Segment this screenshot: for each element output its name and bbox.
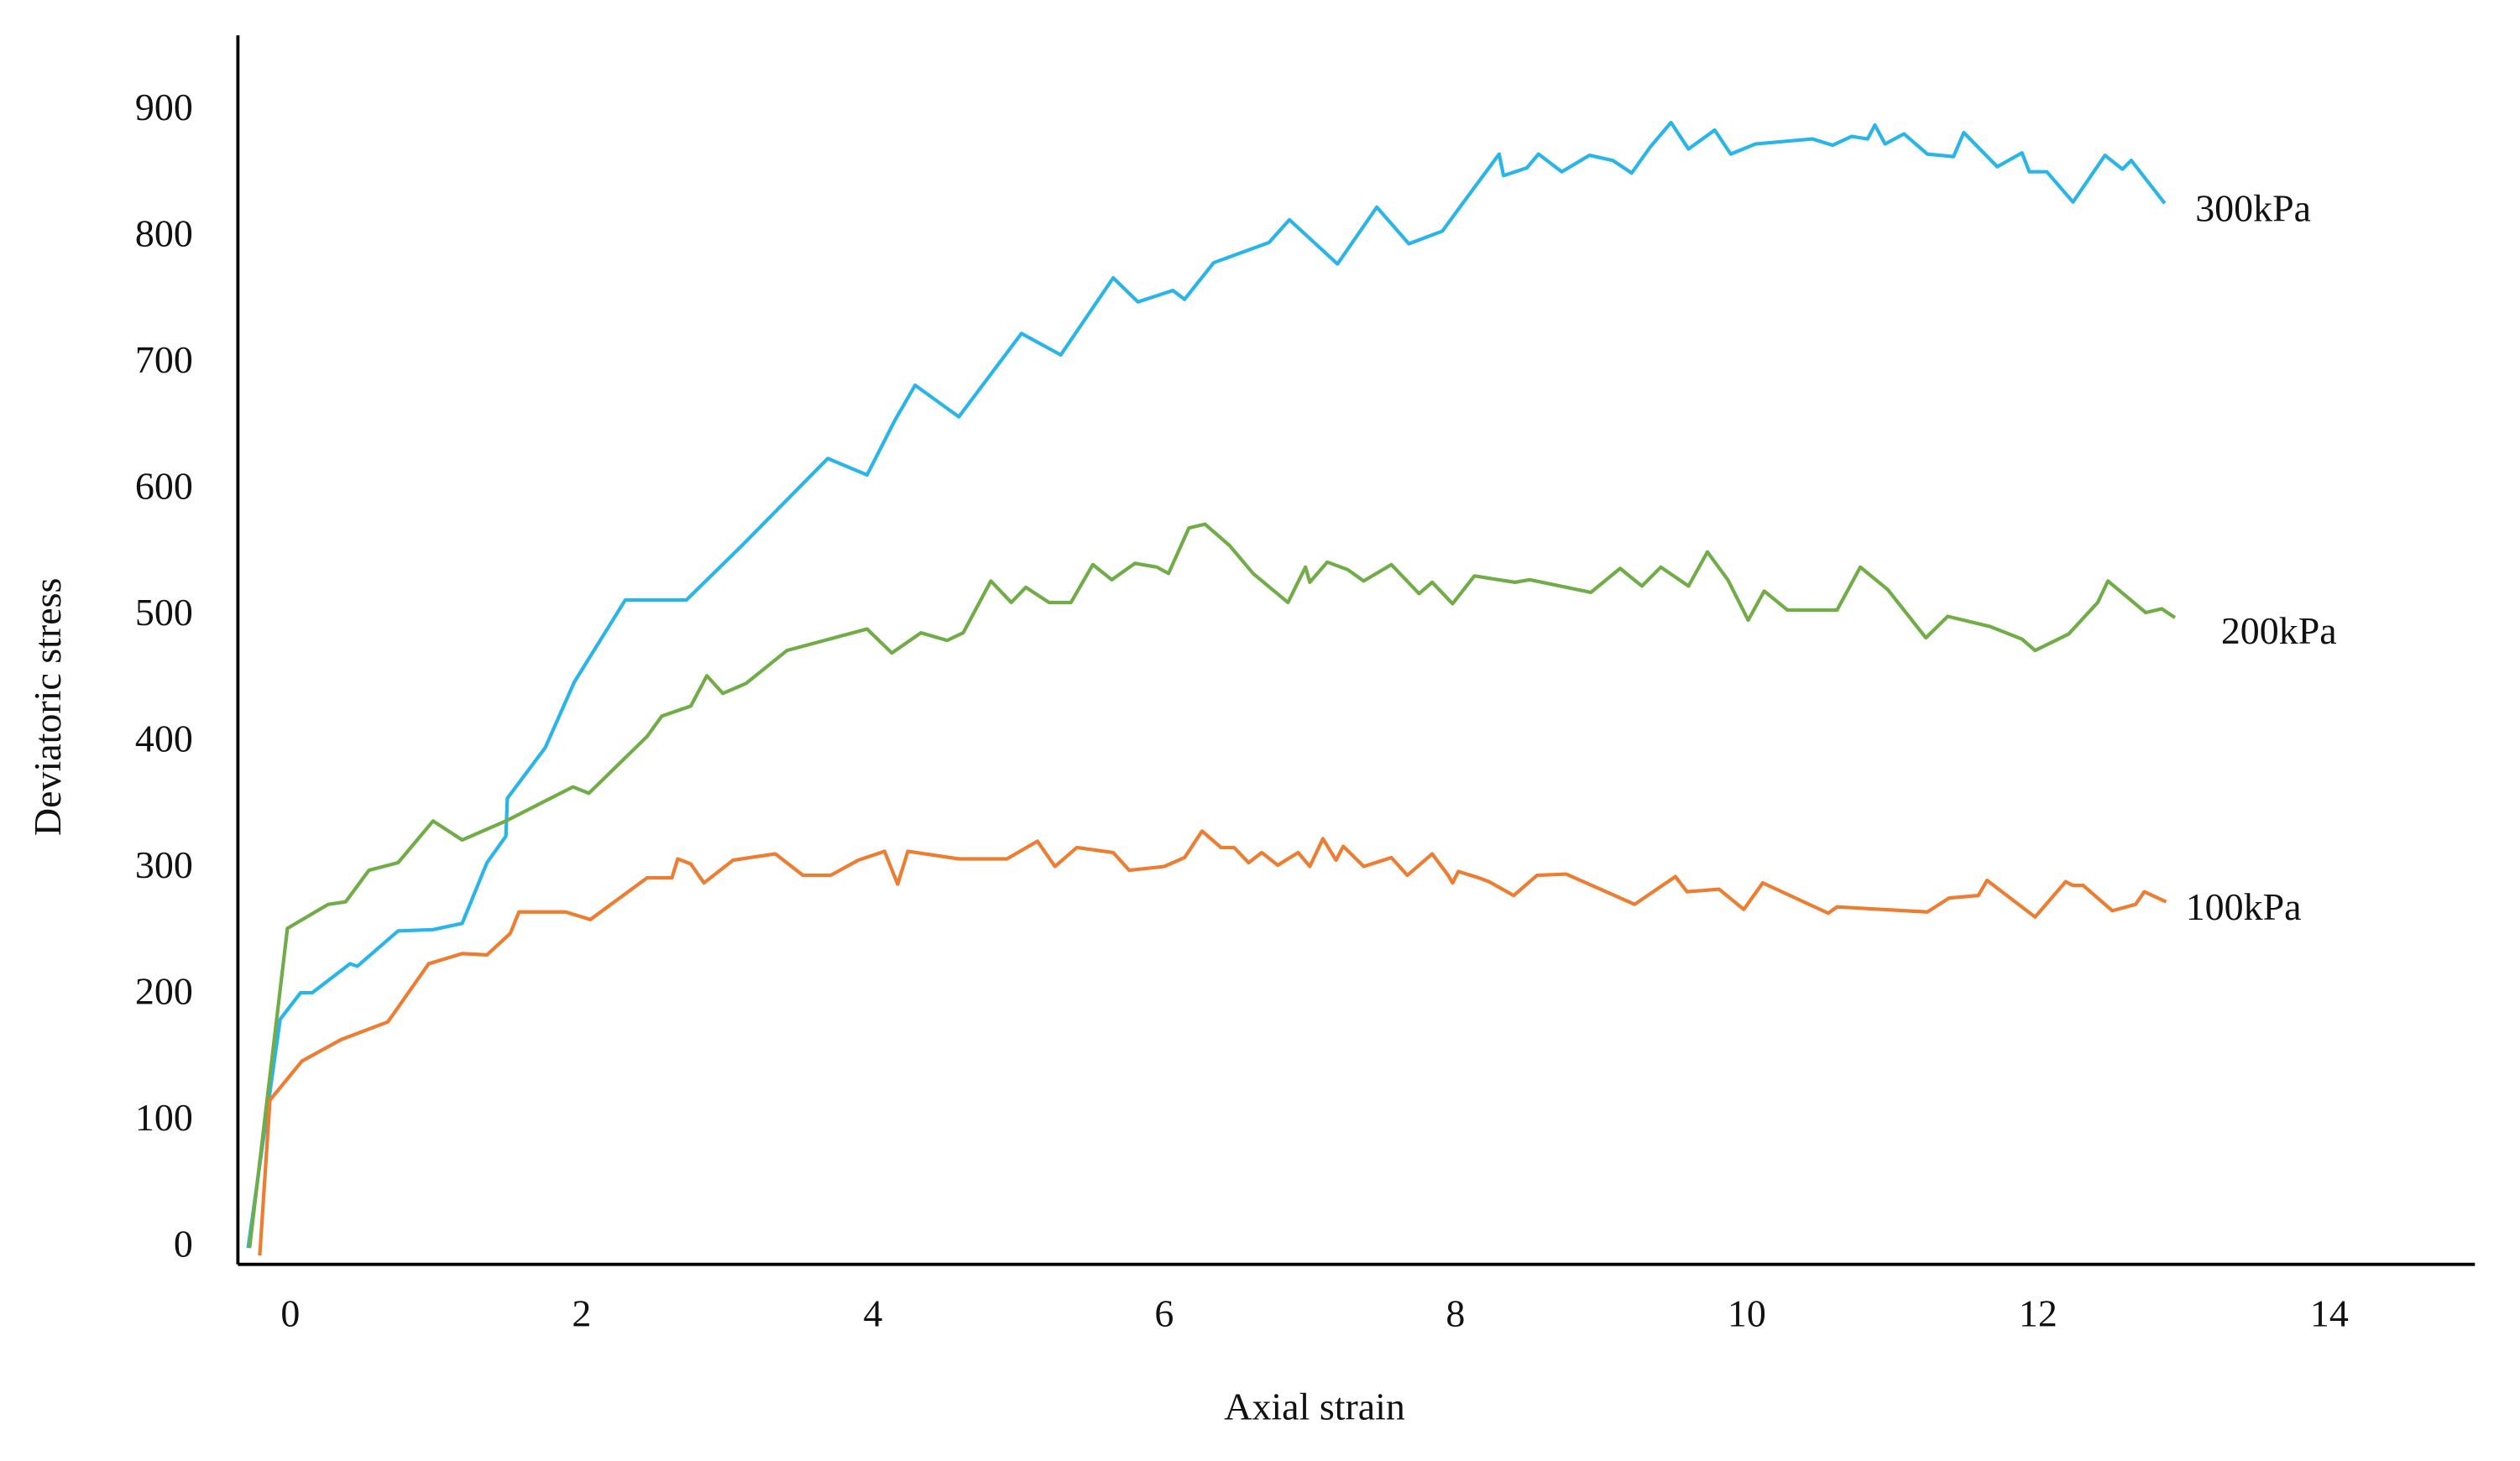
x-tick-label: 2 (572, 1291, 591, 1334)
y-tick-label: 700 (135, 338, 193, 381)
y-tick-label: 0 (174, 1223, 193, 1265)
series-line (258, 829, 2167, 1256)
x-tick-label: 12 (2019, 1291, 2057, 1334)
y-tick-label: 800 (135, 211, 193, 254)
x-tick-label: 6 (1154, 1291, 1174, 1334)
series-line (248, 522, 2177, 1249)
y-tick-label: 200 (135, 970, 193, 1013)
y-tick-label: 500 (135, 591, 193, 634)
x-tick-label: 10 (1728, 1291, 1766, 1334)
x-axis-title: Axial strain (1224, 1385, 1405, 1427)
series-label: 300kPa (2195, 186, 2311, 229)
y-tick-label: 400 (135, 717, 193, 760)
series-label: 200kPa (2221, 609, 2337, 652)
x-tick-label: 0 (280, 1291, 300, 1334)
y-tick-label: 900 (135, 86, 193, 128)
series-label: 100kPa (2186, 885, 2302, 928)
y-tick-label: 600 (135, 465, 193, 508)
x-tick-label: 14 (2310, 1291, 2349, 1334)
x-tick-label: 8 (1446, 1291, 1465, 1334)
y-tick-label: 300 (135, 843, 193, 886)
x-tick-label: 4 (863, 1291, 882, 1334)
y-tick-label: 100 (135, 1096, 193, 1139)
series-line (246, 120, 2167, 1249)
y-axis-title: Deviatoric stress (26, 578, 69, 836)
